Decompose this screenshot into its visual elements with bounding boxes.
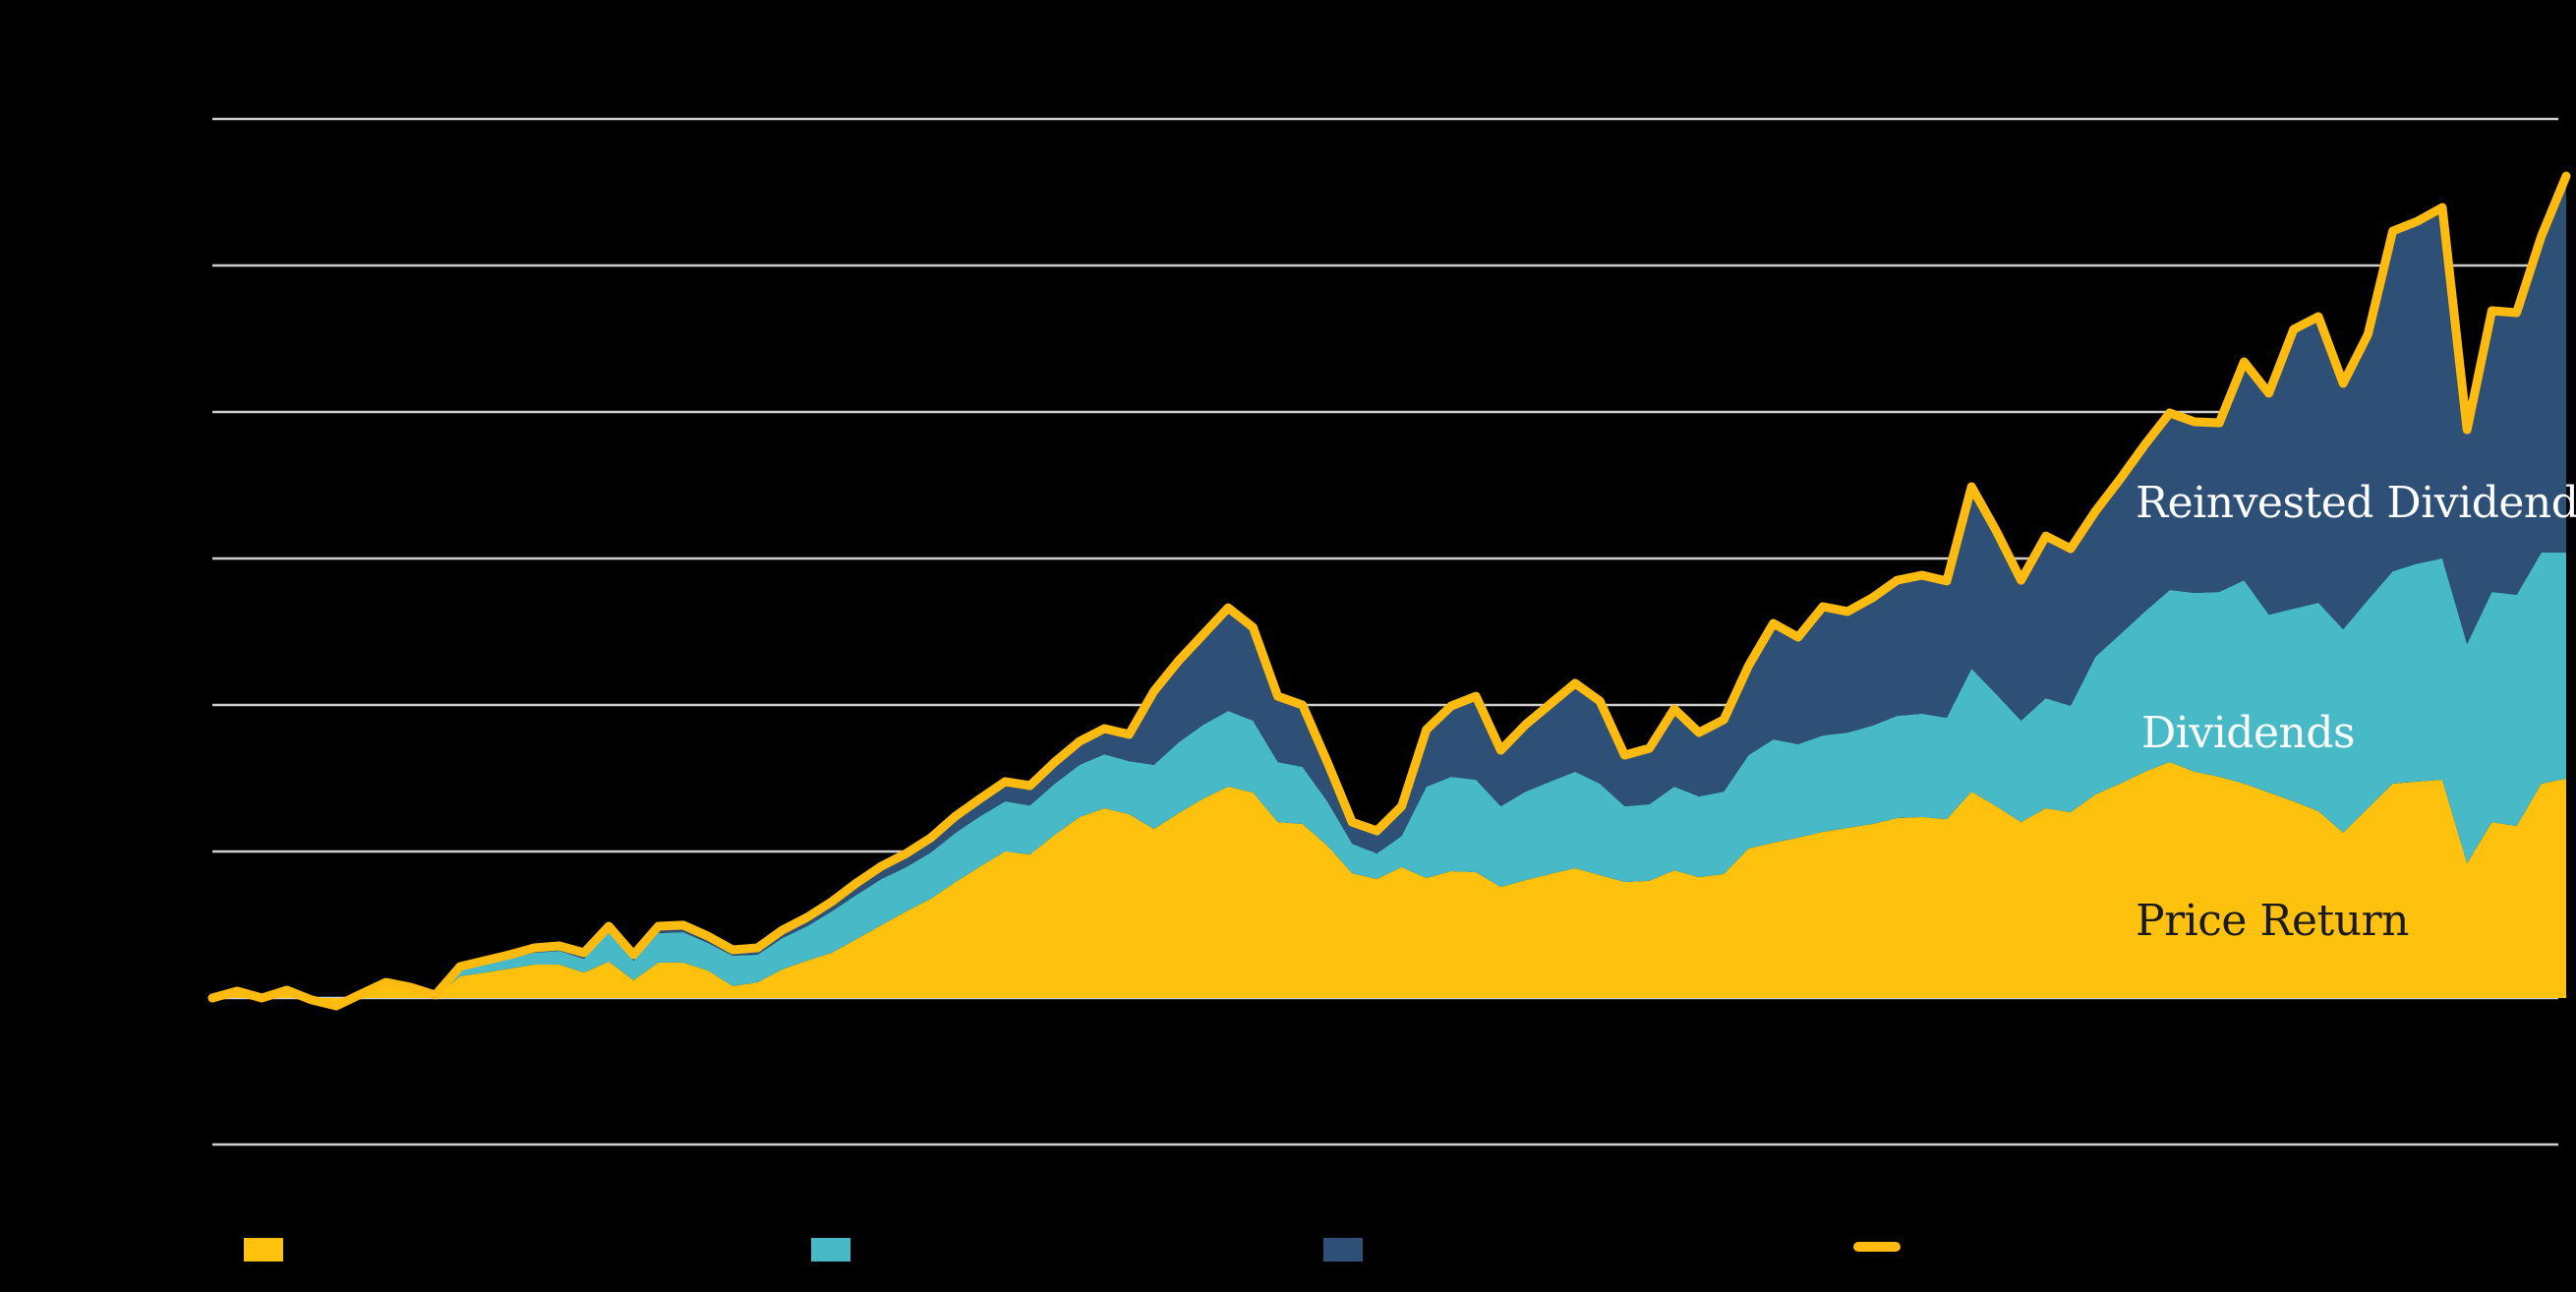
price-return-area — [212, 762, 2566, 1007]
reinvested-dividends-area — [212, 176, 2566, 1007]
legend-item-price-return — [244, 1238, 297, 1262]
legend-swatch-dividends — [811, 1238, 850, 1262]
legend-swatch-total-return-line — [1853, 1242, 1901, 1252]
dividends-area — [212, 553, 2566, 1007]
legend-swatch-price-return — [244, 1238, 283, 1262]
legend — [0, 1238, 2576, 1267]
label-reinvested-dividends: Reinvested Dividends — [2136, 478, 2576, 528]
legend-item-dividends — [811, 1238, 864, 1262]
total-return-line — [207, 171, 2571, 1011]
legend-item-reinvested-dividends — [1323, 1238, 1376, 1262]
legend-swatch-reinvested-dividends — [1323, 1238, 1363, 1262]
label-price-return: Price Return — [2136, 896, 2409, 946]
legend-item-total-return — [1853, 1242, 1914, 1252]
label-dividends: Dividends — [2141, 708, 2356, 758]
